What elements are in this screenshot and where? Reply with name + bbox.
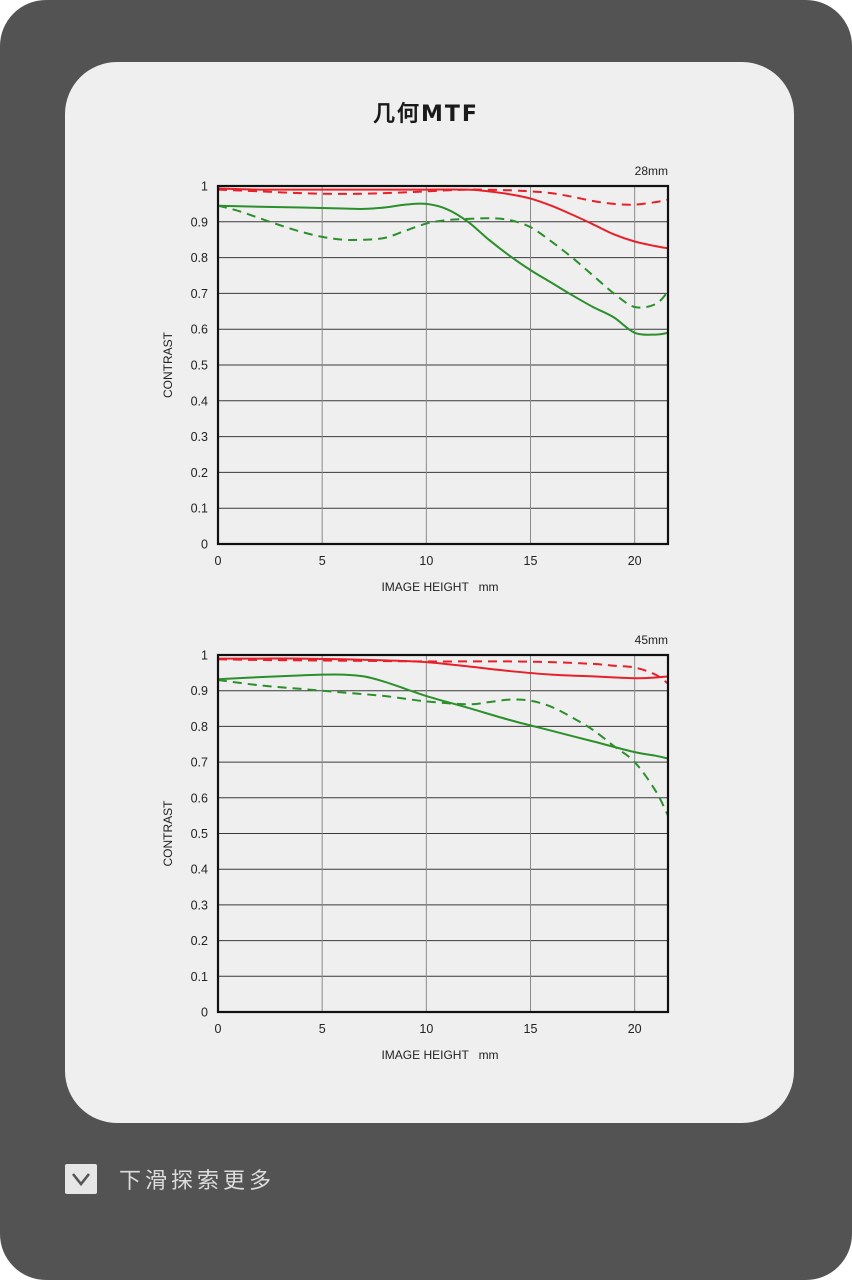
y-tick-label: 0.2 — [191, 934, 208, 948]
y-tick-label: 0.1 — [191, 502, 208, 516]
series-line-3 — [217, 204, 669, 309]
y-tick-label: 0.1 — [191, 970, 208, 984]
y-tick-label: 0.4 — [191, 863, 208, 877]
x-tick-label: 20 — [628, 1022, 642, 1036]
chart-title: 28mm — [635, 164, 668, 178]
y-tick-label: 0.9 — [191, 684, 208, 698]
page-title: 几何MTF — [373, 102, 479, 127]
x-tick-label: 20 — [628, 554, 642, 568]
x-tick-label: 10 — [419, 554, 433, 568]
y-tick-label: 0 — [201, 538, 208, 552]
scroll-more-label: 下滑探索更多 — [119, 1169, 276, 1194]
series-line-1 — [217, 188, 669, 206]
y-tick-label: 1 — [201, 180, 208, 194]
y-tick-label: 0.7 — [191, 756, 208, 770]
y-tick-label: 0.4 — [191, 394, 208, 408]
mtf-card — [65, 62, 794, 1123]
x-tick-label: 0 — [215, 1022, 222, 1036]
y-tick-label: 0.8 — [191, 720, 208, 734]
x-tick-label: 15 — [524, 554, 538, 568]
y-tick-label: 0.9 — [191, 215, 208, 229]
x-tick-label: 15 — [524, 1022, 538, 1036]
chart-title: 45mm — [635, 633, 668, 647]
y-tick-label: 0.2 — [191, 466, 208, 480]
y-tick-label: 0.7 — [191, 287, 208, 301]
y-tick-label: 0 — [201, 1006, 208, 1020]
y-tick-label: 0.5 — [191, 827, 208, 841]
y-tick-label: 1 — [201, 649, 208, 663]
y-tick-label: 0.5 — [191, 359, 208, 373]
x-tick-label: 10 — [419, 1022, 433, 1036]
x-axis-label: IMAGE HEIGHT mm — [381, 580, 498, 594]
y-tick-label: 0.8 — [191, 251, 208, 265]
plot-frame — [216, 653, 670, 1014]
y-tick-label: 0.6 — [191, 791, 208, 805]
series-line-0 — [218, 657, 669, 680]
series-line-2 — [217, 202, 669, 336]
x-tick-label: 5 — [319, 554, 326, 568]
scroll-more-hint[interactable]: 下滑探索更多 — [65, 1162, 275, 1196]
x-tick-label: 5 — [319, 1022, 326, 1036]
x-axis-label: IMAGE HEIGHT mm — [381, 1048, 498, 1062]
series-line-3 — [217, 678, 669, 817]
x-tick-label: 0 — [215, 554, 222, 568]
y-axis-label: CONTRAST — [161, 800, 175, 867]
series-line-1 — [217, 658, 669, 685]
plot-frame — [216, 184, 670, 546]
y-axis-label: CONTRAST — [161, 331, 175, 398]
y-tick-label: 0.6 — [191, 323, 208, 337]
series-line-0 — [217, 187, 669, 250]
chevron-down-icon[interactable] — [65, 1164, 97, 1194]
y-tick-label: 0.3 — [191, 430, 208, 444]
y-tick-label: 0.3 — [191, 898, 208, 912]
